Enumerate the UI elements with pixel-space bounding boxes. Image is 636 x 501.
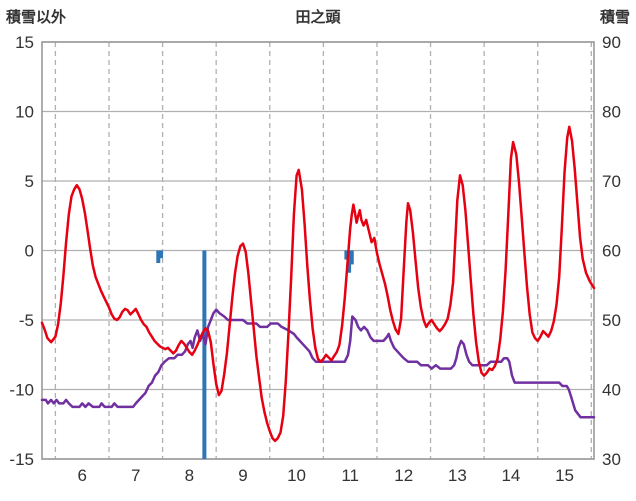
precipitation-bar: [347, 250, 352, 273]
x-tick-label: 9: [238, 466, 247, 485]
y-left-tick-label: 5: [25, 172, 34, 191]
y-left-tick-label: -5: [19, 311, 34, 330]
y-right-tick-label: 30: [602, 450, 621, 469]
y-left-tick-label: -10: [9, 381, 34, 400]
chart-header: 積雪以外 田之頭 積雪: [0, 4, 636, 28]
x-tick-label: 6: [77, 466, 86, 485]
precipitation-bar: [202, 250, 207, 459]
precipitation-bar: [344, 250, 349, 260]
y-left-tick-label: 15: [15, 33, 34, 52]
y-right-tick-label: 50: [602, 311, 621, 330]
x-tick-label: 7: [131, 466, 140, 485]
x-tick-label: 15: [555, 466, 574, 485]
precipitation-bar: [156, 250, 161, 264]
x-tick-label: 13: [448, 466, 467, 485]
y-left-tick-label: 0: [25, 242, 34, 261]
precipitation-bar: [349, 250, 354, 265]
y-right-tick-label: 90: [602, 33, 621, 52]
x-tick-label: 8: [185, 466, 194, 485]
right-axis-title: 積雪: [599, 9, 630, 26]
x-tick-label: 12: [394, 466, 413, 485]
y-right-tick-label: 80: [602, 103, 621, 122]
x-tick-label: 14: [501, 466, 520, 485]
purple-line: [40, 308, 596, 419]
y-left-tick-label: 10: [15, 103, 34, 122]
chart-title: 田之頭: [295, 9, 341, 26]
red-line: [40, 125, 596, 443]
y-right-tick-label: 60: [602, 242, 621, 261]
plot-frame: [41, 41, 595, 460]
y-right-tick-label: 40: [602, 381, 621, 400]
y-left-tick-label: -15: [9, 450, 34, 469]
x-tick-label: 10: [287, 466, 306, 485]
y-right-tick-label: 70: [602, 172, 621, 191]
left-axis-title: 積雪以外: [6, 9, 67, 26]
x-tick-label: 11: [341, 466, 359, 485]
precipitation-bar: [158, 250, 163, 259]
